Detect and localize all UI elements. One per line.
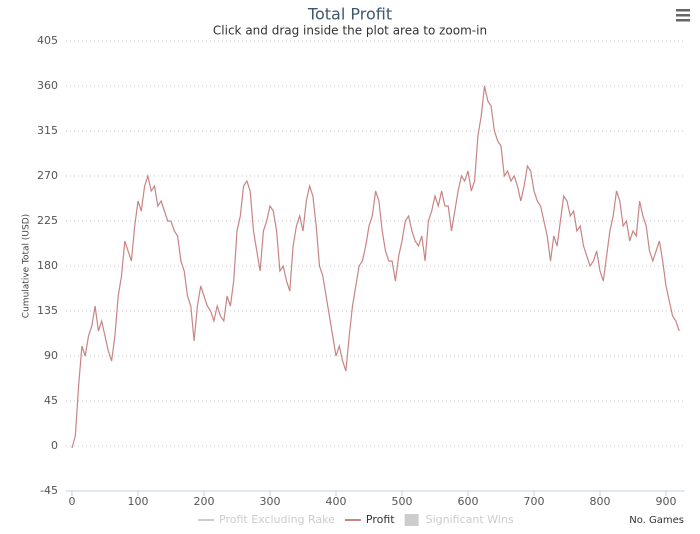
chart-title: Total Profit bbox=[307, 5, 392, 24]
y-tick-label: -45 bbox=[40, 484, 58, 497]
x-tick-label: 100 bbox=[128, 495, 149, 508]
menu-bar bbox=[676, 9, 690, 12]
menu-button[interactable] bbox=[674, 6, 694, 24]
menu-bar bbox=[676, 19, 690, 22]
x-tick-label: 700 bbox=[524, 495, 545, 508]
y-tick-label: 45 bbox=[44, 394, 58, 407]
y-tick-label: 315 bbox=[37, 124, 58, 137]
y-tick-label: 270 bbox=[37, 169, 58, 182]
legend-symbol bbox=[404, 514, 419, 526]
y-tick-label: 405 bbox=[37, 34, 58, 47]
y-tick-label: 225 bbox=[37, 214, 58, 227]
y-tick-label: 135 bbox=[37, 304, 58, 317]
x-tick-label: 600 bbox=[458, 495, 479, 508]
x-tick-label: 200 bbox=[194, 495, 215, 508]
y-tick-label: 180 bbox=[37, 259, 58, 272]
x-tick-label: 400 bbox=[326, 495, 347, 508]
legend-label[interactable]: Profit bbox=[366, 513, 395, 526]
legend-label[interactable]: Significant Wins bbox=[426, 513, 514, 526]
y-tick-label: 0 bbox=[51, 439, 58, 452]
menu-bar bbox=[676, 14, 690, 17]
y-axis-title: Cumulative Total (USD) bbox=[22, 214, 32, 318]
x-tick-label: 900 bbox=[656, 495, 677, 508]
x-tick-label: 500 bbox=[392, 495, 413, 508]
x-axis-title: No. Games bbox=[629, 515, 684, 526]
x-tick-label: 800 bbox=[590, 495, 611, 508]
legend-label[interactable]: Profit Excluding Rake bbox=[219, 513, 335, 526]
y-tick-label: 90 bbox=[44, 349, 58, 362]
profit-line bbox=[71, 85, 680, 449]
x-tick-label: 0 bbox=[69, 495, 76, 508]
y-tick-label: 360 bbox=[37, 79, 58, 92]
chart-subtitle: Click and drag inside the plot area to z… bbox=[213, 24, 487, 38]
x-tick-label: 300 bbox=[260, 495, 281, 508]
